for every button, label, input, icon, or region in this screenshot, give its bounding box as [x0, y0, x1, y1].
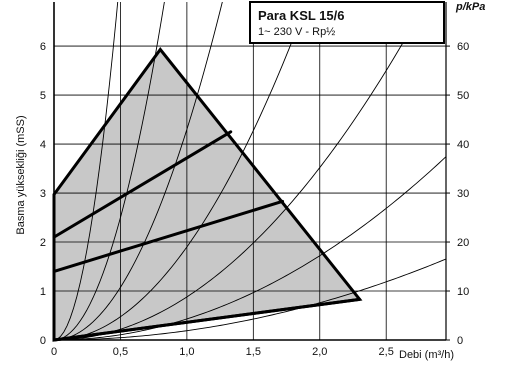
speed-curve — [52, 199, 285, 273]
y-tick-label: 0 — [40, 335, 46, 347]
y2-tick-label: 30 — [457, 188, 469, 200]
y-tick-label: 2 — [40, 237, 46, 249]
x-axis-title: Debi (m³/h) — [399, 349, 454, 361]
system-curves — [54, 2, 446, 340]
system-curve — [54, 2, 427, 340]
x-tick-label: 2,0 — [312, 346, 327, 358]
x-tick-label: 1,5 — [246, 346, 261, 358]
legend: Para KSL 15/6 1~ 230 V - Rp½ — [249, 1, 445, 44]
y2-tick-label: 40 — [457, 139, 469, 151]
legend-box — [249, 1, 445, 44]
speed-curve — [52, 130, 233, 239]
system-curve — [54, 2, 308, 340]
plot-area — [52, 2, 446, 342]
system-curve — [54, 258, 446, 340]
speed-curve — [52, 297, 362, 342]
y-axis-title: Basma yüksekliği (mSS) — [15, 115, 27, 234]
y2-tick-label: 20 — [457, 237, 469, 249]
y-tick-label: 3 — [40, 188, 46, 200]
legend-subtitle: 1~ 230 V - Rp½ — [258, 26, 335, 38]
x-tick-label: 1,0 — [179, 346, 194, 358]
legend-title: Para KSL 15/6 — [258, 8, 344, 23]
y2-axis-title: p/kPa — [455, 1, 485, 13]
y2-tick-label: 10 — [457, 286, 469, 298]
y2-tick-label: 60 — [457, 41, 469, 53]
y-tick-label: 1 — [40, 286, 46, 298]
operating-area-fill — [54, 49, 360, 341]
x-tick-label: 2,5 — [379, 346, 394, 358]
y-tick-label: 5 — [40, 90, 46, 102]
y2-tick-label: 50 — [457, 90, 469, 102]
system-curve — [54, 2, 223, 340]
y2-tick-label: 0 — [457, 335, 463, 347]
system-curve — [54, 2, 165, 340]
x-tick-label: 0 — [51, 346, 57, 358]
system-curve — [54, 156, 446, 340]
y-tick-label: 6 — [40, 41, 46, 53]
x-tick-label: 0,5 — [113, 346, 128, 358]
y-tick-label: 4 — [40, 139, 46, 151]
